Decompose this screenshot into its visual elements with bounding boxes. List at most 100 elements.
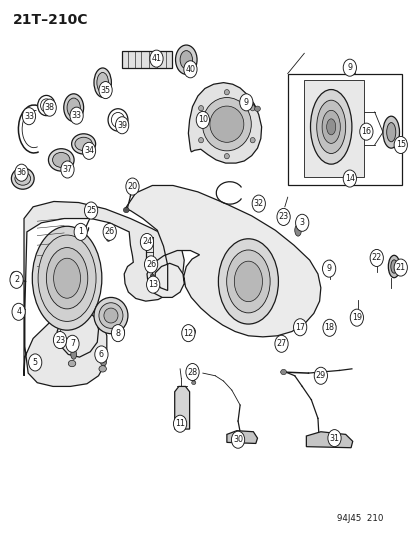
Text: 34: 34 xyxy=(84,147,94,155)
Circle shape xyxy=(22,108,36,125)
Ellipse shape xyxy=(254,106,260,111)
Circle shape xyxy=(103,223,116,240)
Circle shape xyxy=(359,123,372,140)
Ellipse shape xyxy=(326,322,335,330)
Ellipse shape xyxy=(150,274,154,278)
Text: 5: 5 xyxy=(33,358,38,367)
Circle shape xyxy=(342,59,356,76)
Circle shape xyxy=(295,214,308,231)
Text: 9: 9 xyxy=(326,264,331,273)
Ellipse shape xyxy=(54,258,80,298)
Ellipse shape xyxy=(97,72,108,93)
Ellipse shape xyxy=(224,154,229,159)
Circle shape xyxy=(183,61,197,78)
Text: 22: 22 xyxy=(371,254,381,262)
Text: 20: 20 xyxy=(127,182,137,191)
Circle shape xyxy=(144,256,157,273)
Ellipse shape xyxy=(68,360,76,367)
Ellipse shape xyxy=(209,106,243,142)
Ellipse shape xyxy=(316,100,345,154)
Ellipse shape xyxy=(226,250,269,313)
Text: 19: 19 xyxy=(351,313,361,322)
Polygon shape xyxy=(226,431,257,443)
Ellipse shape xyxy=(387,255,399,278)
Text: 37: 37 xyxy=(62,165,72,174)
Circle shape xyxy=(276,208,290,225)
Text: 26: 26 xyxy=(104,228,114,236)
Text: 27: 27 xyxy=(276,340,286,348)
Polygon shape xyxy=(188,83,261,163)
Ellipse shape xyxy=(32,227,102,330)
Ellipse shape xyxy=(321,110,339,143)
Ellipse shape xyxy=(99,303,123,328)
Circle shape xyxy=(115,117,128,134)
Circle shape xyxy=(53,332,66,349)
Text: 12: 12 xyxy=(183,329,193,337)
Ellipse shape xyxy=(191,381,195,385)
Ellipse shape xyxy=(94,297,128,334)
Text: 39: 39 xyxy=(117,121,127,130)
Text: 31: 31 xyxy=(329,434,339,442)
Ellipse shape xyxy=(15,172,31,185)
Ellipse shape xyxy=(46,247,88,309)
Text: 40: 40 xyxy=(185,65,195,74)
Circle shape xyxy=(146,276,159,293)
Ellipse shape xyxy=(372,250,380,264)
Circle shape xyxy=(15,164,28,181)
Circle shape xyxy=(173,415,186,432)
Text: 11: 11 xyxy=(175,419,185,428)
Ellipse shape xyxy=(117,328,124,335)
Circle shape xyxy=(61,161,74,178)
Circle shape xyxy=(111,325,124,342)
Text: 14: 14 xyxy=(344,174,354,183)
Circle shape xyxy=(342,170,356,187)
Ellipse shape xyxy=(99,366,106,372)
Circle shape xyxy=(322,319,335,336)
Circle shape xyxy=(252,195,265,212)
Ellipse shape xyxy=(180,51,192,69)
Ellipse shape xyxy=(11,272,17,285)
Circle shape xyxy=(322,260,335,277)
Text: 24: 24 xyxy=(142,238,152,246)
Polygon shape xyxy=(306,432,352,448)
Ellipse shape xyxy=(354,312,361,319)
Text: 13: 13 xyxy=(148,280,158,289)
Circle shape xyxy=(185,364,199,381)
Polygon shape xyxy=(125,185,320,337)
Ellipse shape xyxy=(104,308,118,323)
Ellipse shape xyxy=(280,369,286,375)
Circle shape xyxy=(99,82,112,99)
Circle shape xyxy=(95,346,108,363)
Ellipse shape xyxy=(326,119,335,135)
Ellipse shape xyxy=(94,68,111,98)
Ellipse shape xyxy=(296,321,305,329)
Text: 21: 21 xyxy=(395,263,405,272)
Text: 6: 6 xyxy=(99,350,104,359)
Ellipse shape xyxy=(48,149,74,171)
Ellipse shape xyxy=(249,138,254,143)
Ellipse shape xyxy=(71,350,76,359)
Circle shape xyxy=(126,178,139,195)
Circle shape xyxy=(150,50,163,67)
Ellipse shape xyxy=(175,45,197,74)
Text: 18: 18 xyxy=(324,324,334,332)
Circle shape xyxy=(393,136,406,154)
Text: 10: 10 xyxy=(197,116,207,124)
Ellipse shape xyxy=(106,233,111,241)
Text: 32: 32 xyxy=(253,199,263,208)
Ellipse shape xyxy=(12,168,34,189)
Text: 15: 15 xyxy=(395,141,405,149)
Ellipse shape xyxy=(33,360,41,367)
Circle shape xyxy=(140,233,153,251)
Ellipse shape xyxy=(382,116,399,148)
Text: 23: 23 xyxy=(55,336,65,344)
Text: 33: 33 xyxy=(24,112,34,120)
Text: 17: 17 xyxy=(294,323,304,332)
Ellipse shape xyxy=(280,211,288,218)
Circle shape xyxy=(12,303,25,320)
Text: 1: 1 xyxy=(78,228,83,236)
Ellipse shape xyxy=(67,98,80,117)
Ellipse shape xyxy=(198,106,203,111)
Text: 3: 3 xyxy=(299,219,304,227)
Text: 30: 30 xyxy=(233,435,242,444)
